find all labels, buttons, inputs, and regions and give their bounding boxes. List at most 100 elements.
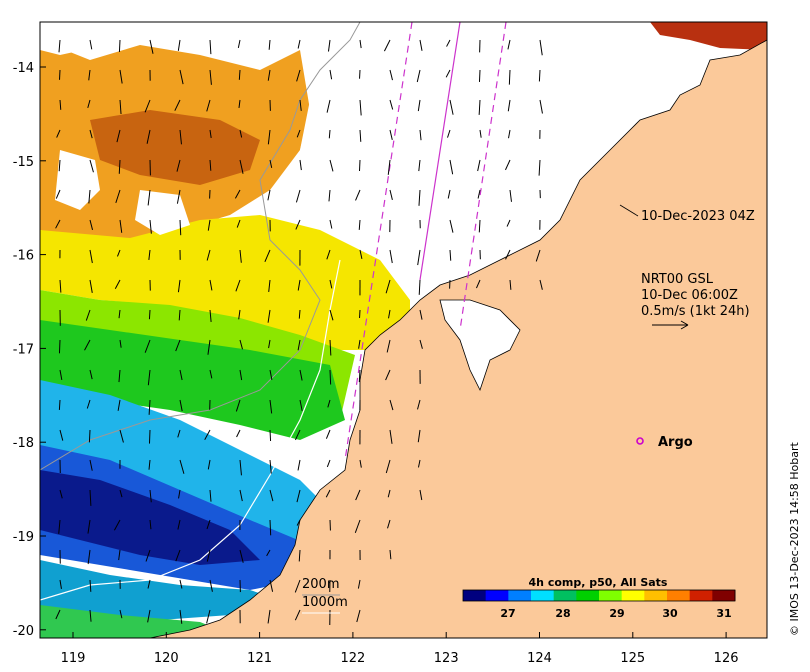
current-vector-arrow-icon xyxy=(119,609,123,619)
current-vector-arrow-icon xyxy=(385,369,391,381)
current-vector-arrow-icon xyxy=(418,159,421,172)
lat-tick-label: -18 xyxy=(13,436,34,451)
sst-band-northeast-hot xyxy=(650,22,767,50)
current-vector-arrow-icon xyxy=(506,219,511,227)
current-vector-arrow-icon xyxy=(56,129,61,138)
current-vector-arrow-icon xyxy=(119,99,122,115)
current-vector-arrow-icon xyxy=(206,609,211,624)
sst-band-deep-blue xyxy=(40,470,260,565)
current-vector-arrow-icon xyxy=(328,189,331,202)
current-vector-arrow-icon xyxy=(149,519,152,530)
current-vector-arrow-icon xyxy=(326,459,331,468)
lat-tick-label: -20 xyxy=(13,624,34,639)
current-vector-arrow-icon xyxy=(176,189,181,204)
current-vector-arrow-icon xyxy=(388,309,391,319)
current-vector-arrow-icon xyxy=(449,219,454,233)
current-vector-arrow-icon xyxy=(115,189,121,204)
current-vector-arrow-icon xyxy=(446,39,451,47)
current-vector-arrow-icon xyxy=(329,69,333,80)
current-vector-arrow-icon xyxy=(479,129,482,138)
colorbar-ticks: 27 28 29 30 31 xyxy=(500,607,731,620)
current-vector-arrow-icon xyxy=(148,309,151,320)
current-vector-arrow-icon xyxy=(89,369,93,380)
current-vector-arrow-icon xyxy=(387,159,391,175)
lat-tick-label: -19 xyxy=(13,530,34,545)
current-vector-arrow-icon xyxy=(419,309,423,320)
current-vector-arrow-icon xyxy=(209,489,212,502)
current-vector-arrow-icon xyxy=(176,159,181,172)
current-vector-arrow-icon xyxy=(507,39,511,50)
current-vector-arrow-icon xyxy=(294,579,301,593)
current-vector-arrow-icon xyxy=(58,519,61,534)
current-vector-arrow-icon xyxy=(144,339,151,353)
current-vector-arrow-icon xyxy=(118,369,121,383)
current-vector-arrow-icon xyxy=(359,129,362,142)
current-vector-arrow-icon xyxy=(239,249,242,263)
sst-field xyxy=(40,22,767,638)
lon-tick-label: 124 xyxy=(527,651,552,666)
current-vector-arrow-icon xyxy=(209,579,213,592)
current-vector-arrow-icon xyxy=(269,519,272,536)
current-vector-arrow-icon xyxy=(238,309,241,320)
current-vector-arrow-icon xyxy=(113,519,121,531)
colorbar-swatch xyxy=(553,590,577,601)
current-vector-arrow-icon xyxy=(89,579,92,592)
current-vector-arrow-icon xyxy=(267,69,271,81)
current-vector-arrow-icon xyxy=(328,129,331,139)
colorbar-frame xyxy=(462,589,736,602)
current-vector-arrow-icon xyxy=(294,429,301,441)
current-vector-arrow-icon xyxy=(505,249,511,260)
colorbar-title: 4h comp, p50, All Sats xyxy=(529,576,668,589)
credit-text: © IMOS 13-Dec-2023 14:58 Hobart xyxy=(788,441,801,636)
current-vector-arrow-icon xyxy=(58,39,61,53)
current-vector-arrow-icon xyxy=(389,249,393,264)
current-vector-arrow-icon xyxy=(237,39,241,49)
longitude-axis: 119 120 121 122 123 124 125 126 xyxy=(61,632,739,666)
current-vector-arrow-icon xyxy=(329,369,332,385)
current-vector-arrow-icon xyxy=(118,39,121,53)
current-vector-arrow-icon xyxy=(88,69,91,81)
current-vector-arrow-icon xyxy=(267,189,271,201)
current-vector-arrow-icon xyxy=(478,69,481,82)
current-vector-arrow-icon xyxy=(206,519,211,530)
current-vector-arrow-icon xyxy=(89,609,92,622)
current-vector-arrow-icon xyxy=(509,279,512,290)
sst-band-yellow xyxy=(40,215,410,350)
current-vector-arrow-icon xyxy=(269,429,272,442)
current-vector-arrow-icon xyxy=(59,579,62,589)
colorbar-swatch xyxy=(644,590,668,601)
current-vector-arrow-icon xyxy=(239,459,242,476)
current-vector-arrow-icon xyxy=(329,339,332,356)
current-vector-arrow-icon xyxy=(389,129,393,140)
current-vector-arrow-icon xyxy=(179,219,182,236)
current-vector-arrow-icon xyxy=(268,339,271,349)
current-vector-arrow-icon xyxy=(386,339,391,353)
current-vector-arrow-icon xyxy=(387,519,391,529)
current-vectors xyxy=(55,39,543,625)
current-vector-arrow-icon xyxy=(86,399,91,409)
lat-tick-label: -16 xyxy=(13,249,34,264)
current-vector-arrow-icon xyxy=(88,189,91,204)
current-vector-arrow-icon xyxy=(84,339,91,351)
current-vector-arrow-icon xyxy=(267,609,271,624)
current-vector-arrow-icon xyxy=(419,339,423,349)
current-vector-arrow-icon xyxy=(269,579,274,592)
current-vector-arrow-icon xyxy=(87,549,91,565)
lat-tick-label: -15 xyxy=(13,155,34,170)
colorbar-swatch xyxy=(621,590,645,601)
land-mass xyxy=(149,39,767,638)
current-vector-arrow-icon xyxy=(299,369,303,381)
lon-tick-label: 126 xyxy=(714,651,739,666)
colorbar-swatch xyxy=(531,590,555,601)
current-vector-arrow-icon xyxy=(296,519,301,526)
current-vector-arrow-icon xyxy=(89,159,94,173)
current-vector-arrow-icon xyxy=(207,339,211,355)
current-vector-arrow-icon xyxy=(58,339,61,354)
current-vector-arrow-icon xyxy=(179,609,183,624)
lon-tick-label: 120 xyxy=(154,651,179,666)
argo-label: Argo xyxy=(658,435,693,450)
current-vector-arrow-icon xyxy=(267,129,271,145)
current-vector-arrow-icon xyxy=(207,219,211,231)
current-vector-arrow-icon xyxy=(298,309,301,319)
current-vector-arrow-icon xyxy=(59,279,62,293)
